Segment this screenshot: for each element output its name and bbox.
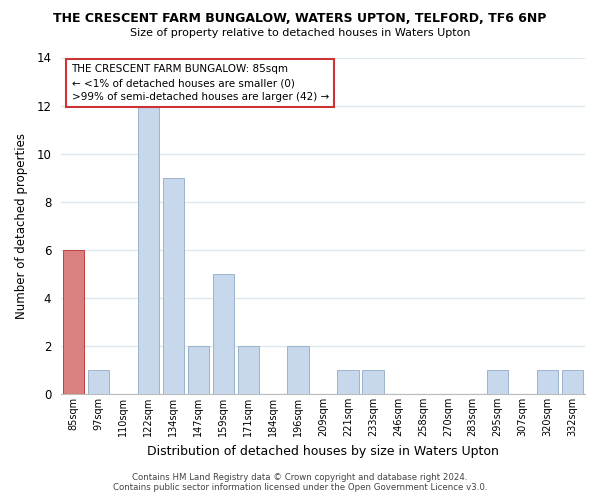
Bar: [88, 370, 109, 394]
Bar: [562, 370, 583, 394]
Text: THE CRESCENT FARM BUNGALOW, WATERS UPTON, TELFORD, TF6 6NP: THE CRESCENT FARM BUNGALOW, WATERS UPTON…: [53, 12, 547, 26]
Text: THE CRESCENT FARM BUNGALOW: 85sqm
← <1% of detached houses are smaller (0)
>99% : THE CRESCENT FARM BUNGALOW: 85sqm ← <1% …: [71, 64, 329, 102]
X-axis label: Distribution of detached houses by size in Waters Upton: Distribution of detached houses by size …: [147, 444, 499, 458]
Bar: [212, 274, 234, 394]
Bar: [138, 106, 159, 394]
Text: Contains HM Land Registry data © Crown copyright and database right 2024.
Contai: Contains HM Land Registry data © Crown c…: [113, 473, 487, 492]
Bar: [287, 346, 308, 394]
Bar: [163, 178, 184, 394]
Bar: [487, 370, 508, 394]
Bar: [362, 370, 383, 394]
Bar: [63, 250, 84, 394]
Text: Size of property relative to detached houses in Waters Upton: Size of property relative to detached ho…: [130, 28, 470, 38]
Y-axis label: Number of detached properties: Number of detached properties: [15, 133, 28, 319]
Bar: [238, 346, 259, 394]
Bar: [337, 370, 359, 394]
Bar: [188, 346, 209, 394]
Bar: [537, 370, 558, 394]
